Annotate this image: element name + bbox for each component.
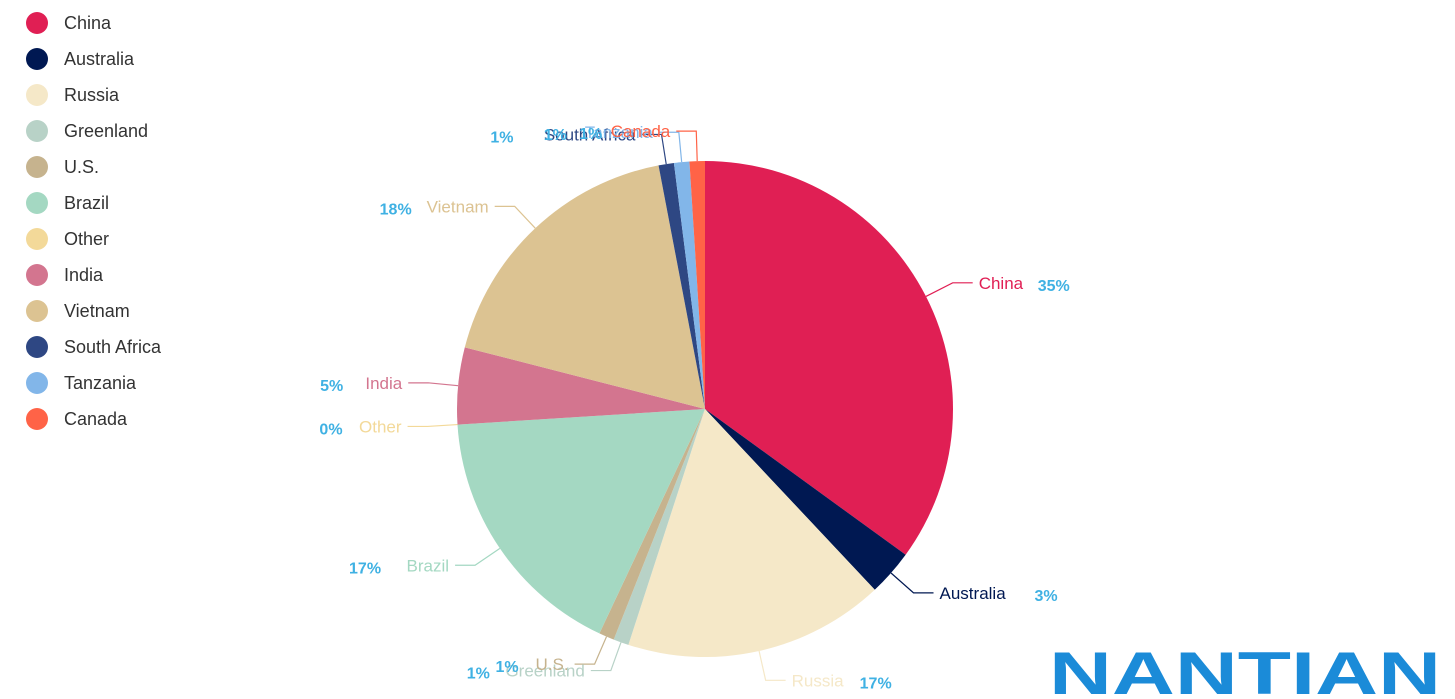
slice-percent-label-vietnam: 18% <box>380 201 412 218</box>
legend-item-russia[interactable]: Russia <box>26 77 161 113</box>
legend-marker <box>26 156 48 178</box>
slice-percent-label-china: 35% <box>1038 278 1070 295</box>
leader-line-brazil <box>455 547 501 566</box>
leader-line-india <box>408 382 459 387</box>
legend-label: Brazil <box>64 193 110 213</box>
slice-name-label-greenland: Greenland <box>505 662 584 681</box>
legend-marker <box>26 12 48 34</box>
legend-label: Greenland <box>64 121 149 141</box>
leader-line-tanzania <box>658 131 683 163</box>
legend-marker <box>26 300 48 322</box>
slice-percent-label-australia: 3% <box>1035 588 1058 605</box>
leader-line-china <box>925 282 973 297</box>
legend-marker <box>26 372 48 394</box>
legend-label: U.S. <box>64 157 100 177</box>
slice-name-label-south-africa: South Africa <box>544 125 636 144</box>
legend-item-south-africa[interactable]: South Africa <box>26 329 161 365</box>
slice-percent-label-india: 5% <box>320 378 343 395</box>
slice-percent-label-canada: 1% <box>579 126 602 143</box>
pie-slice-australia[interactable] <box>705 409 906 590</box>
slice-percent-label-brazil: 17% <box>349 560 381 577</box>
legend-marker <box>26 84 48 106</box>
pie-slice-china[interactable] <box>705 161 953 555</box>
legend-label: India <box>64 265 104 285</box>
legend-label: Vietnam <box>64 301 130 321</box>
legend-label: Tanzania <box>64 373 137 393</box>
slice-percent-label-tanzania: 1% <box>544 127 567 144</box>
slice-name-label-china: China <box>979 274 1024 293</box>
legend-marker <box>26 336 48 358</box>
slice-name-label-canada: Canada <box>611 122 671 141</box>
pie-slice-india[interactable] <box>457 347 705 425</box>
legend-item-brazil[interactable]: Brazil <box>26 185 161 221</box>
legend-marker <box>26 48 48 70</box>
leader-line-canada <box>676 130 698 162</box>
legend-label: South Africa <box>64 337 162 357</box>
slice-name-label-other: Other <box>359 417 402 436</box>
leader-line-greenland <box>590 642 622 672</box>
pie-slice-south-africa[interactable] <box>658 162 705 409</box>
pie-slice-canada[interactable] <box>689 161 705 409</box>
slice-name-label-australia: Australia <box>940 584 1007 603</box>
legend-item-china[interactable]: China <box>26 5 161 41</box>
legend-item-u-s[interactable]: U.S. <box>26 149 161 185</box>
slice-name-label-tanzania: Tanzania <box>585 123 654 142</box>
leader-line-russia <box>758 650 786 681</box>
legend-item-india[interactable]: India <box>26 257 161 293</box>
legend-marker <box>26 228 48 250</box>
legend-item-other[interactable]: Other <box>26 221 161 257</box>
pie-slice-vietnam[interactable] <box>464 165 705 409</box>
slice-name-label-russia: Russia <box>792 671 845 690</box>
legend-label: Australia <box>64 49 135 69</box>
slice-percent-label-russia: 17% <box>860 675 892 692</box>
pie-slice-greenland[interactable] <box>613 409 705 645</box>
legend-item-tanzania[interactable]: Tanzania <box>26 365 161 401</box>
leader-line-other <box>407 423 458 428</box>
logo-text: NANTIAN <box>1049 648 1441 698</box>
chart-legend: China Australia Russia Greenland U.S. Brazil O… <box>26 5 161 437</box>
pie-slice-brazil[interactable] <box>457 409 705 634</box>
leader-line-u-s <box>574 636 608 665</box>
pie-slice-tanzania[interactable] <box>673 161 705 409</box>
leader-line-australia <box>890 572 934 594</box>
slice-name-label-u-s: U.S. <box>536 655 569 674</box>
legend-item-canada[interactable]: Canada <box>26 401 161 437</box>
nantian-logo: NANTIAN <box>1049 648 1441 698</box>
pie-slice-u-s[interactable] <box>599 409 705 640</box>
legend-marker <box>26 408 48 430</box>
legend-marker <box>26 192 48 214</box>
legend-label: Other <box>64 229 110 249</box>
leader-line-south-africa <box>641 133 667 165</box>
legend-marker <box>26 264 48 286</box>
legend-label: Canada <box>64 409 128 429</box>
slice-name-label-india: India <box>365 374 402 393</box>
legend-item-vietnam[interactable]: Vietnam <box>26 293 161 329</box>
pie-slices <box>457 161 953 657</box>
legend-item-greenland[interactable]: Greenland <box>26 113 161 149</box>
leader-line-vietnam <box>494 205 536 229</box>
slice-percent-label-south-africa: 1% <box>490 129 513 146</box>
pie-slice-russia[interactable] <box>628 409 875 657</box>
slice-percent-label-other: 0% <box>319 421 342 438</box>
legend-label: Russia <box>64 85 120 105</box>
slice-percent-label-u-s: 1% <box>495 659 518 676</box>
slice-percent-label-greenland: 1% <box>467 666 490 683</box>
leader-lines <box>407 130 973 681</box>
legend-label: China <box>64 13 112 33</box>
legend-item-australia[interactable]: Australia <box>26 41 161 77</box>
slice-name-label-brazil: Brazil <box>407 556 450 575</box>
legend-marker <box>26 120 48 142</box>
slice-name-label-vietnam: Vietnam <box>427 197 489 216</box>
